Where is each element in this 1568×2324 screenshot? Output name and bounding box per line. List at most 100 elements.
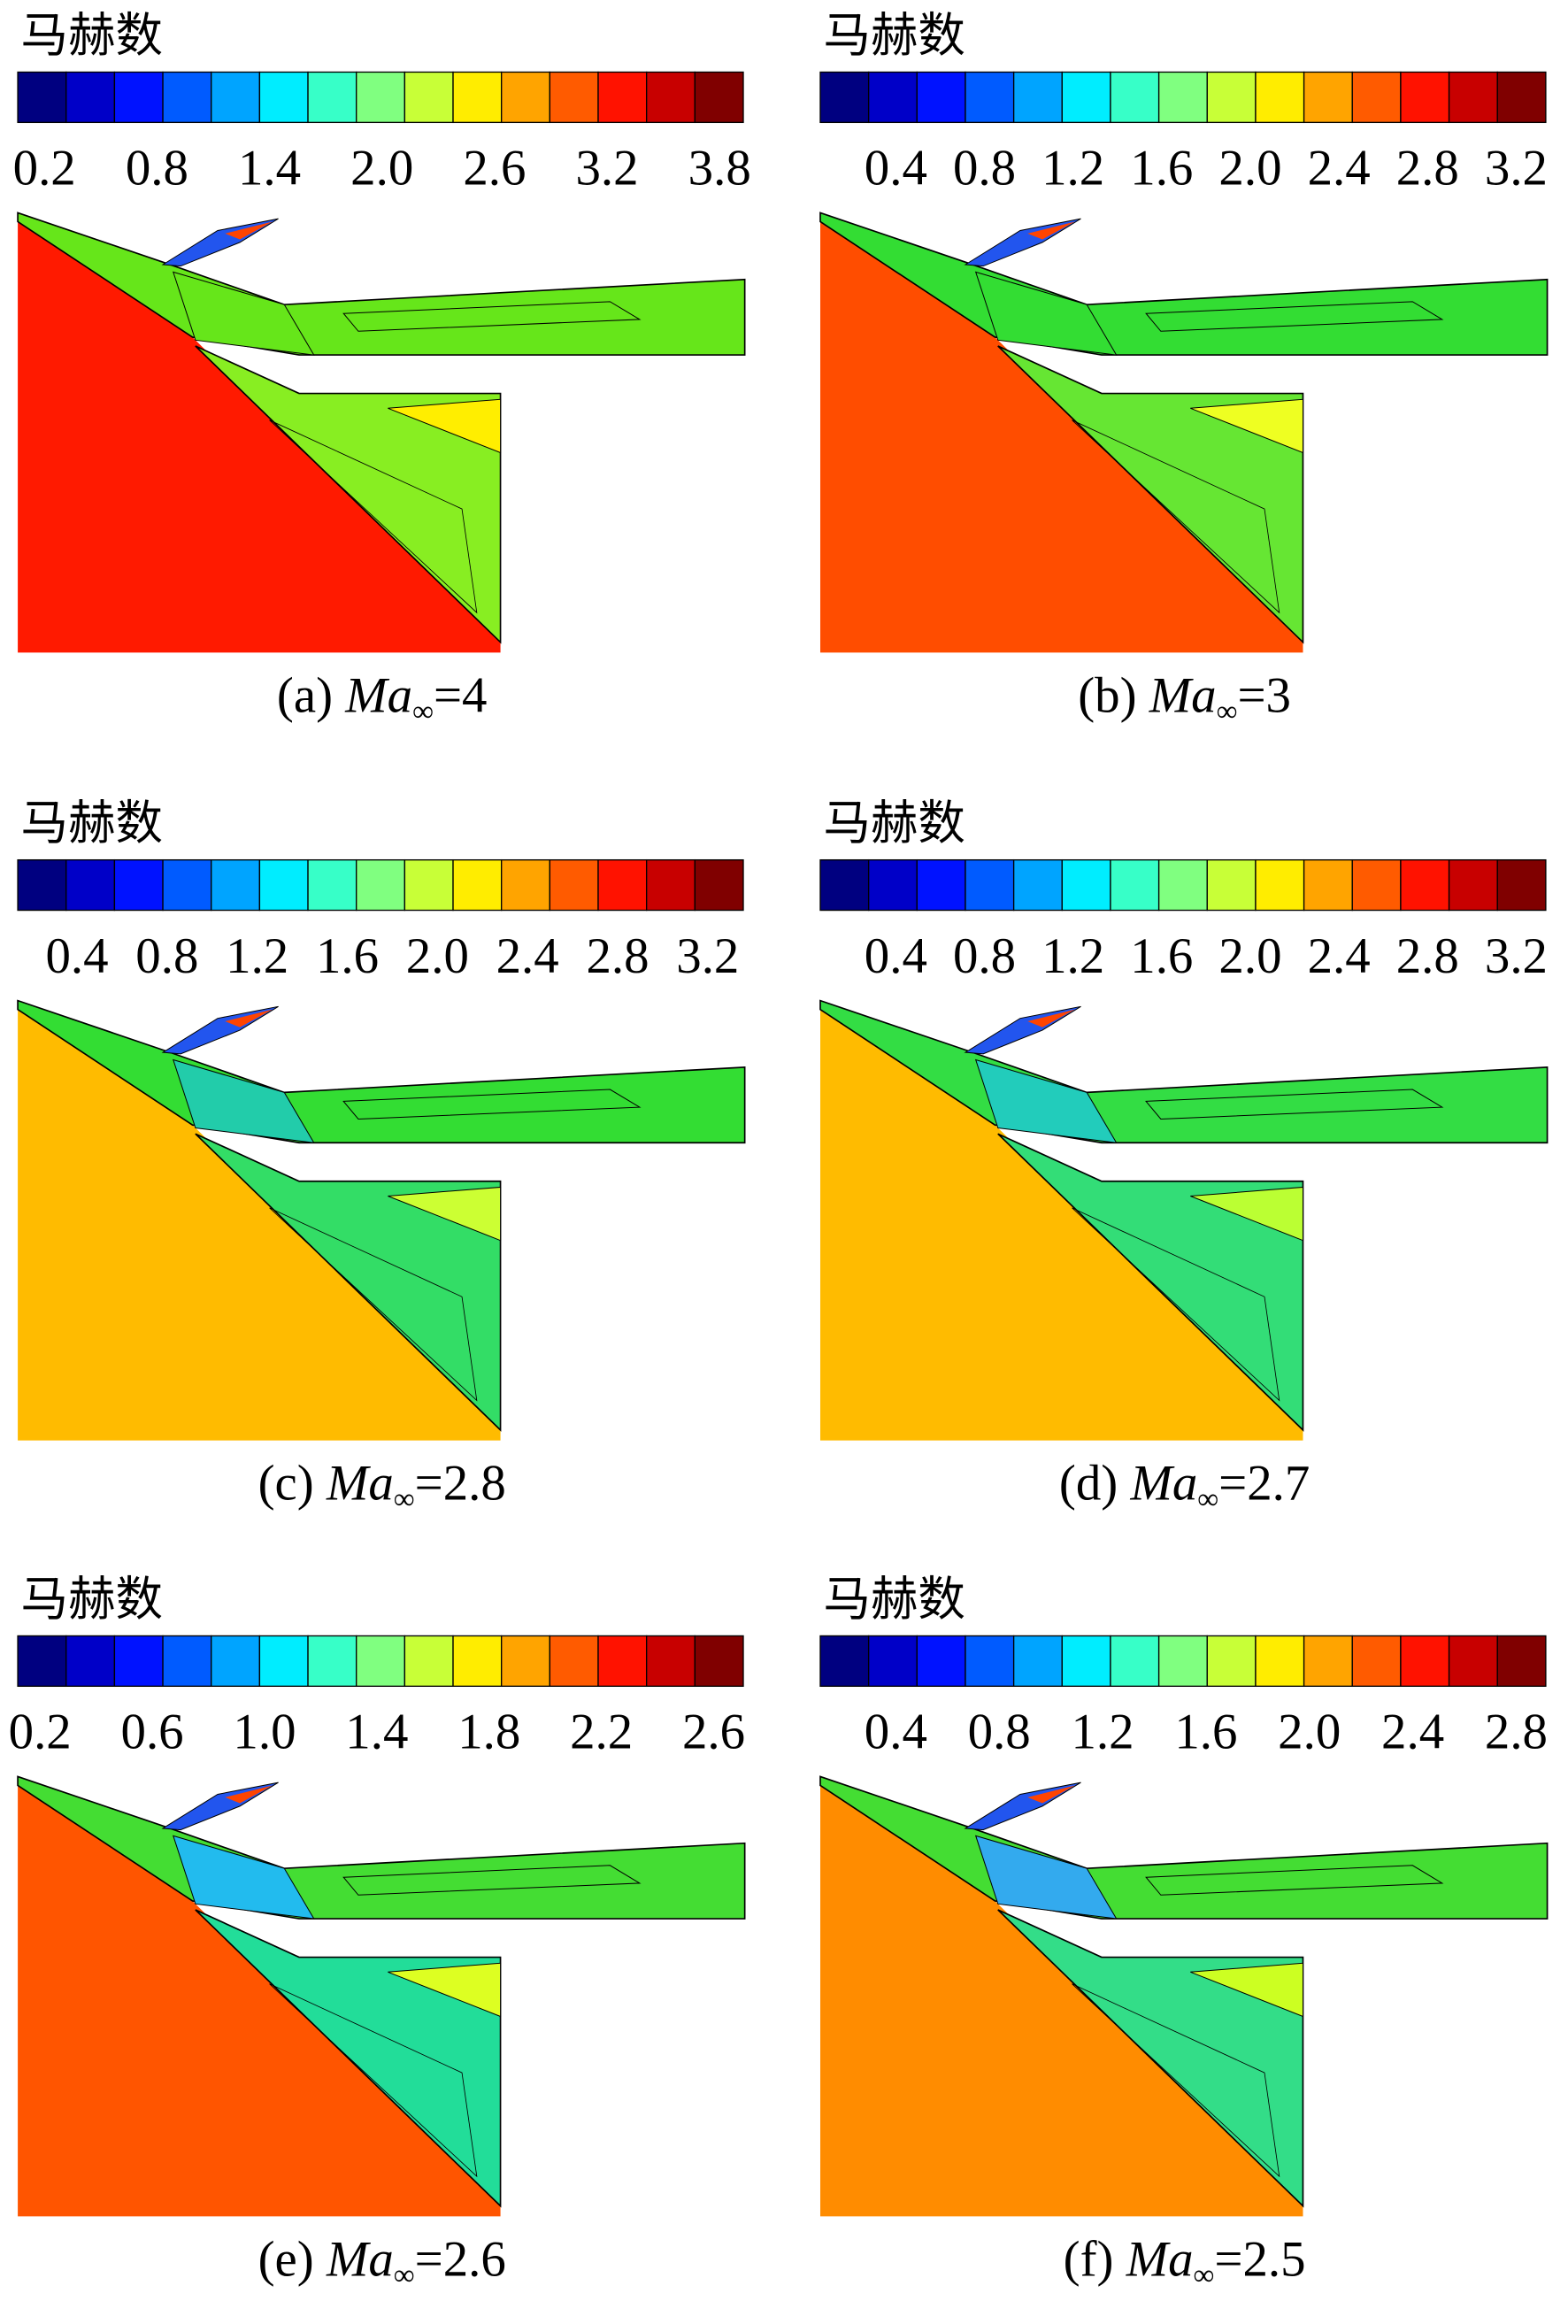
colorbar-segment [1448, 858, 1498, 912]
caption-subscript: ∞ [394, 1483, 415, 1516]
panel: 马赫数 0.4 0.8 1.2 1.6 2.0 2.4 2.8 3.2 (b) Ma∞=3 [819, 7, 1549, 727]
caption-subscript: ∞ [412, 695, 434, 727]
caption: (d) Ma∞=2.7 [1059, 1456, 1310, 1516]
colorbar-tick-label: 1.2 [1071, 1705, 1134, 1760]
colorbar-segment [404, 71, 454, 124]
colorbar-tick-label: 0.6 [121, 1705, 184, 1760]
colorbar-tick-label: 1.0 [233, 1705, 296, 1760]
caption: (b) Ma∞=3 [1078, 667, 1291, 727]
colorbar-segment [1400, 858, 1450, 912]
colorbar-segment [211, 71, 261, 124]
freestream-region [18, 1785, 501, 2217]
freestream-region [18, 1009, 501, 1441]
colorbar-segment [162, 71, 212, 124]
colorbar-segment [1303, 71, 1353, 124]
colorbar-segment [965, 71, 1015, 124]
colorbar-tick-label: 0.8 [953, 928, 1016, 984]
caption-subscript: ∞ [1197, 1483, 1218, 1516]
caption-value: =2.6 [415, 2231, 506, 2287]
colorbar-tick-label: 0.8 [953, 141, 1016, 196]
colorbar-segment [452, 71, 503, 124]
panel: 马赫数 0.4 0.8 1.2 1.6 2.0 2.4 2.8 3.2 (c) Ma∞=2.8 [17, 795, 746, 1516]
colorbar-segment [694, 1635, 744, 1688]
colorbar-tick-label: 0.8 [968, 1705, 1031, 1760]
colorbar-segment [307, 71, 357, 124]
caption: (c) Ma∞=2.8 [258, 1456, 506, 1516]
colorbar-tick-label: 0.8 [135, 928, 198, 984]
colorbar-segment [452, 1635, 503, 1688]
colorbar-segment [65, 71, 116, 124]
colorbar-segment [356, 858, 406, 912]
colorbar-title: 马赫数 [823, 1571, 965, 1627]
colorbar-tick-label: 2.0 [350, 141, 413, 196]
colorbar-segment [113, 71, 164, 124]
colorbar-tick-label: 0.8 [126, 141, 188, 196]
caption-value: =3 [1237, 667, 1291, 723]
colorbar-tick-label: 1.4 [238, 141, 301, 196]
colorbar-segment [65, 858, 116, 912]
colorbar-title: 马赫数 [20, 795, 163, 850]
colorbar-tick-label: 2.0 [1218, 141, 1281, 196]
colorbar-segment [17, 71, 67, 124]
colorbar-segment [404, 858, 454, 912]
cowl-lip-hot [225, 221, 273, 240]
caption-label: (d) [1059, 1456, 1131, 1512]
caption-subscript: ∞ [1194, 2259, 1215, 2291]
colorbar-segment [1012, 1635, 1063, 1688]
colorbar-segment [1448, 1635, 1498, 1688]
caption-variable: Ma [326, 1456, 394, 1512]
colorbar-segment [1061, 1635, 1111, 1688]
colorbar-title: 马赫数 [823, 7, 965, 63]
colorbar-tick-label: 2.2 [570, 1705, 633, 1760]
colorbar-segment [549, 858, 599, 912]
colorbar-tick-label: 3.2 [575, 141, 638, 196]
plenum-contour [1072, 1207, 1280, 1402]
colorbar-tick-label: 2.4 [496, 928, 559, 984]
colorbar-segment [597, 71, 648, 124]
colorbar-segment [1206, 71, 1257, 124]
colorbar-segment [211, 1635, 261, 1688]
caption-variable: Ma [326, 2231, 394, 2287]
colorbar-tick-label: 1.6 [1130, 141, 1193, 196]
throat-flow [173, 271, 315, 356]
colorbar-segment [501, 1635, 551, 1688]
duct-contour [1145, 301, 1444, 332]
colorbar-segment [1496, 858, 1547, 912]
colorbar-segment [694, 71, 744, 124]
colorbar-segment [307, 1635, 357, 1688]
caption-variable: Ma [1126, 2231, 1194, 2287]
colorbar-segment [1157, 71, 1208, 124]
colorbar-segment [1400, 71, 1450, 124]
panel: 马赫数 0.2 0.6 1.0 1.4 1.8 2.2 2.6 (e) Ma∞=2.6 [9, 1571, 746, 2291]
colorbar-tick-label: 3.2 [1485, 141, 1548, 196]
colorbar-segment [1351, 1635, 1402, 1688]
colorbar-segment [307, 858, 357, 912]
colorbar-segment [258, 858, 309, 912]
plenum-contour [1072, 419, 1280, 614]
colorbar-tick-label: 3.2 [1485, 928, 1548, 984]
caption-variable: Ma [1129, 1456, 1197, 1512]
colorbar-tick-label: 0.4 [865, 928, 927, 984]
colorbar-tick-label: 0.4 [865, 141, 927, 196]
caption: (e) Ma∞=2.6 [258, 2231, 506, 2291]
colorbar-tick-label: 2.0 [1218, 928, 1281, 984]
colorbar-segment [1012, 858, 1063, 912]
cowl-lip-hot [225, 1009, 273, 1027]
colorbar-segment [597, 1635, 648, 1688]
colorbar-segment [1206, 858, 1257, 912]
plenum-contour [1072, 1983, 1280, 2178]
cowl-lip-hot [1027, 1009, 1075, 1027]
plenum-contour [269, 419, 478, 614]
colorbar-tick-label: 1.2 [226, 928, 288, 984]
colorbar-segment [356, 71, 406, 124]
colorbar-tick-label: 1.8 [457, 1705, 520, 1760]
throat-flow [173, 1835, 315, 1920]
colorbar-segment [867, 1635, 918, 1688]
throat-flow [974, 1058, 1118, 1143]
colorbar-tick-label: 2.8 [1396, 141, 1459, 196]
colorbar-tick-label: 3.8 [688, 141, 751, 196]
colorbar-segment [258, 71, 309, 124]
duct-contour [1145, 1865, 1444, 1896]
colorbar-segment [916, 1635, 966, 1688]
